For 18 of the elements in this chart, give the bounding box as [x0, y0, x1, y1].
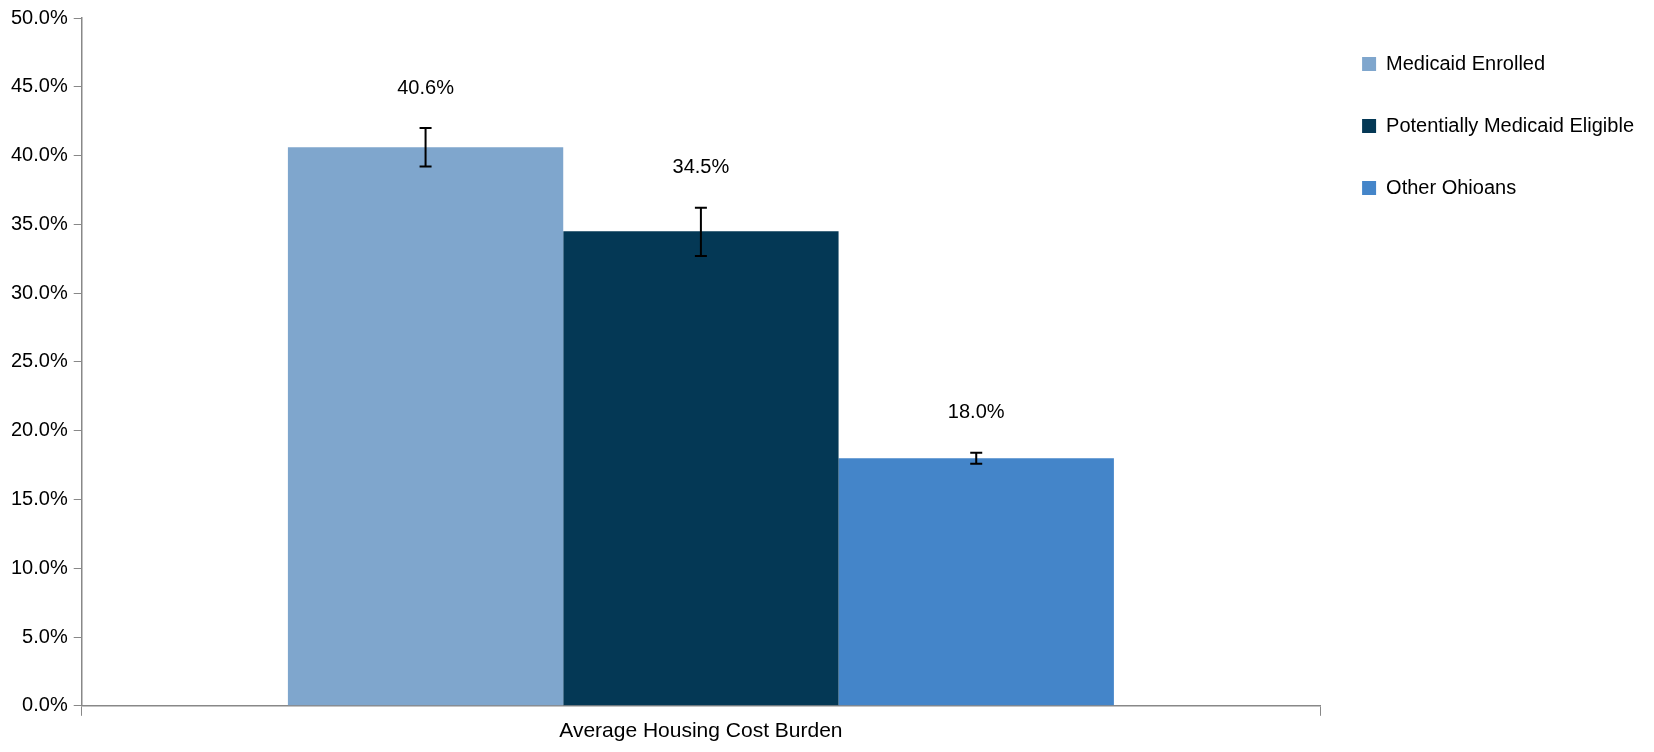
legend-label: Potentially Medicaid Eligible [1386, 113, 1635, 136]
data-label: 40.6% [397, 75, 455, 98]
y-tick-label: 40.0% [10, 143, 68, 166]
y-tick-label: 30.0% [10, 280, 68, 303]
y-tick-label: 10.0% [10, 555, 68, 578]
y-tick-label: 45.0% [10, 74, 68, 97]
y-tick-label: 35.0% [10, 211, 68, 234]
legend-label: Medicaid Enrolled [1386, 51, 1546, 74]
y-tick-label: 50.0% [10, 5, 68, 28]
y-tick-label: 5.0% [22, 624, 68, 647]
y-tick-label: 0.0% [22, 693, 68, 716]
legend-label: Other Ohioans [1386, 175, 1517, 198]
data-label: 34.5% [672, 155, 730, 178]
y-tick-label: 15.0% [10, 486, 68, 509]
data-label: 18.0% [947, 400, 1005, 423]
x-tick-label: Average Housing Cost Burden [559, 718, 843, 742]
y-tick-label: 25.0% [10, 349, 68, 372]
y-tick-label: 20.0% [10, 418, 68, 441]
